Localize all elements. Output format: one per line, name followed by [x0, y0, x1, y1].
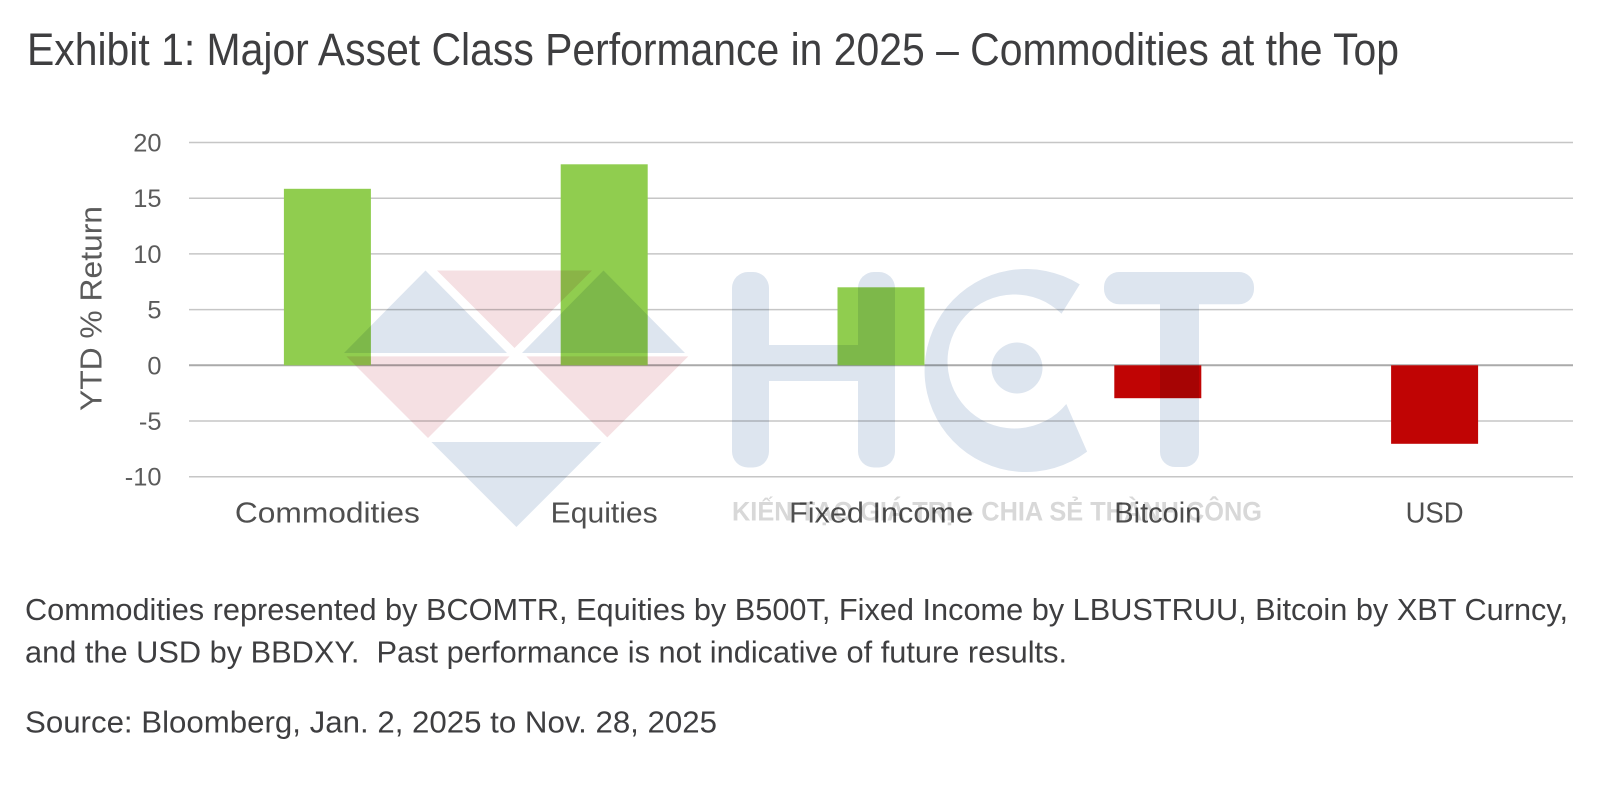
svg-text:10: 10 — [133, 241, 161, 269]
svg-text:Commodities: Commodities — [235, 498, 420, 530]
svg-text:YTD % Return: YTD % Return — [74, 206, 109, 411]
svg-text:-10: -10 — [125, 464, 162, 492]
svg-text:USD: USD — [1406, 498, 1464, 530]
svg-text:20: 20 — [133, 130, 161, 158]
svg-text:-5: -5 — [139, 408, 162, 436]
svg-text:Commodities represented by BCO: Commodities represented by BCOMTR, Equit… — [25, 592, 1568, 627]
svg-text:Exhibit 1: Major Asset Class P: Exhibit 1: Major Asset Class Performance… — [27, 24, 1399, 75]
svg-text:Equities: Equities — [551, 498, 658, 530]
svg-text:Fixed Income: Fixed Income — [789, 498, 973, 530]
svg-text:0: 0 — [147, 352, 161, 380]
svg-text:Bitcoin: Bitcoin — [1114, 498, 1201, 530]
svg-text:15: 15 — [133, 185, 161, 213]
svg-text:and the USD by BBDXY. Past pe: and the USD by BBDXY. Past performance i… — [25, 635, 1067, 670]
svg-text:Source: Bloomberg, Jan. 2, 202: Source: Bloomberg, Jan. 2, 2025 to Nov. … — [25, 705, 717, 740]
svg-text:KIẾN TẠO GIÁ TRỊ – CHIA SẺ THÀ: KIẾN TẠO GIÁ TRỊ – CHIA SẺ THÀNH CÔNG — [732, 495, 1262, 527]
svg-text:5: 5 — [147, 297, 161, 325]
